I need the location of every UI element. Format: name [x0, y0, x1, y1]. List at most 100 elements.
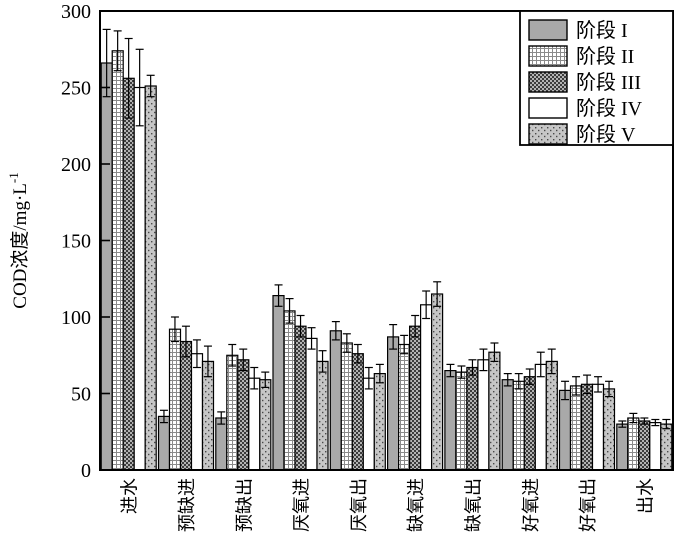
error-bar	[364, 366, 373, 390]
bar-阶段 V-厌氧进	[316, 360, 329, 471]
y-axis-title: COD浓度/mg·L-1	[6, 172, 31, 308]
error-bar	[261, 371, 270, 388]
error-bar	[342, 333, 351, 353]
bar-阶段 I-预缺进	[157, 415, 171, 471]
bar-阶段 II-预缺进	[168, 328, 182, 471]
bar-阶段 V-预缺进	[201, 360, 215, 471]
bar-阶段 IV-好氧进	[534, 363, 547, 471]
x-axis-label: 厌氧出	[349, 478, 369, 532]
bar-阶段 V-进水	[144, 85, 157, 471]
error-bar	[525, 368, 534, 385]
x-axis-label: 缺氧进	[406, 478, 426, 532]
bar-阶段 V-出水	[660, 423, 673, 471]
bar-阶段 II-预缺出	[226, 354, 239, 471]
error-bar	[547, 348, 556, 375]
error-bar	[605, 380, 614, 398]
error-bar	[389, 324, 398, 350]
error-bar	[228, 343, 237, 367]
bar-阶段 I-出水	[616, 423, 629, 471]
error-bar	[594, 376, 603, 393]
bar-阶段 V-好氧出	[602, 388, 616, 471]
bar-阶段 V-厌氧出	[373, 373, 386, 471]
legend-label: 阶段 II	[576, 45, 634, 68]
bar-阶段 I-预缺出	[215, 417, 228, 471]
error-bar	[146, 74, 155, 98]
bar-阶段 I-厌氧出	[329, 330, 342, 471]
error-bar	[192, 339, 201, 369]
y-axis-tick-label: 100	[61, 307, 91, 329]
bar-阶段 IV-出水	[649, 422, 662, 471]
bar-阶段 IV-进水	[133, 86, 146, 471]
legend-label: 阶段 III	[576, 71, 641, 94]
bar-阶段 II-好氧出	[569, 385, 583, 471]
error-bar	[217, 411, 226, 425]
bar-阶段 IV-缺氧进	[420, 304, 433, 471]
bar-阶段 I-好氧进	[501, 379, 514, 471]
legend-label: 阶段 I	[576, 19, 628, 42]
error-bar	[503, 373, 512, 387]
bar-阶段 II-厌氧进	[283, 310, 296, 471]
bar-阶段 V-缺氧进	[431, 293, 444, 471]
bar-阶段 III-预缺出	[237, 359, 250, 471]
bar-阶段 IV-好氧出	[591, 383, 605, 471]
bar-阶段 II-缺氧进	[398, 343, 411, 471]
bar-阶段 III-缺氧出	[466, 366, 479, 471]
error-bar	[250, 366, 259, 390]
bar-阶段 V-预缺出	[259, 379, 272, 471]
x-axis-label: 厌氧进	[292, 478, 312, 532]
bar-阶段 II-出水	[627, 417, 640, 471]
bar-阶段 III-好氧出	[580, 383, 594, 471]
error-bar	[375, 363, 384, 384]
legend-swatch-阶段 V	[528, 123, 568, 145]
error-bar	[285, 298, 294, 324]
error-bar	[274, 284, 283, 307]
bar-阶段 V-好氧进	[545, 360, 558, 471]
error-bar	[572, 376, 581, 396]
bar-阶段 III-厌氧出	[351, 353, 364, 471]
bar-阶段 IV-厌氧进	[305, 337, 318, 471]
bar-阶段 V-缺氧出	[488, 351, 501, 471]
error-bar	[113, 30, 122, 72]
error-bar	[203, 345, 212, 378]
error-bar	[181, 325, 190, 358]
error-bar	[479, 348, 488, 372]
error-bar	[457, 365, 466, 379]
x-axis-label: 好氧出	[578, 478, 598, 532]
y-axis-tick-label: 50	[71, 384, 91, 406]
legend-swatch-阶段 I	[528, 19, 568, 41]
error-bar	[307, 327, 316, 350]
bar-阶段 I-厌氧进	[272, 295, 285, 471]
error-bar	[135, 48, 144, 127]
x-axis-label: 出水	[635, 478, 655, 514]
error-bar	[561, 380, 570, 401]
legend-label: 阶段 V	[576, 123, 636, 146]
bar-阶段 I-缺氧出	[444, 370, 457, 471]
legend-label: 阶段 IV	[576, 97, 643, 120]
bar-阶段 III-出水	[638, 420, 651, 471]
error-bar	[490, 342, 499, 362]
legend-swatch-阶段 IV	[528, 97, 568, 119]
bar-阶段 III-预缺进	[179, 340, 193, 471]
bar-阶段 IV-缺氧出	[477, 359, 490, 471]
error-bar	[353, 343, 362, 364]
error-bar	[102, 28, 111, 98]
x-axis: 进水 预缺进 预缺出 厌氧进 厌氧出 缺氧进 缺氧出 好氧进 好氧出 出水	[120, 478, 656, 532]
error-bar	[159, 409, 168, 424]
legend-swatch-阶段 II	[528, 45, 568, 67]
bar-阶段 II-进水	[111, 50, 124, 471]
bar-阶段 I-缺氧进	[387, 336, 400, 471]
x-axis-label: 预缺进	[177, 478, 197, 532]
y-axis-tick-label: 0	[81, 460, 91, 482]
error-bar	[296, 314, 305, 338]
error-bar	[170, 316, 179, 343]
error-bar	[651, 418, 660, 427]
error-bar	[583, 374, 592, 395]
error-bar	[446, 363, 455, 378]
error-bar	[239, 348, 248, 372]
error-bar	[331, 321, 340, 341]
bar-阶段 IV-厌氧出	[362, 377, 375, 471]
error-bar	[618, 420, 627, 428]
x-axis-label: 预缺出	[234, 478, 254, 532]
